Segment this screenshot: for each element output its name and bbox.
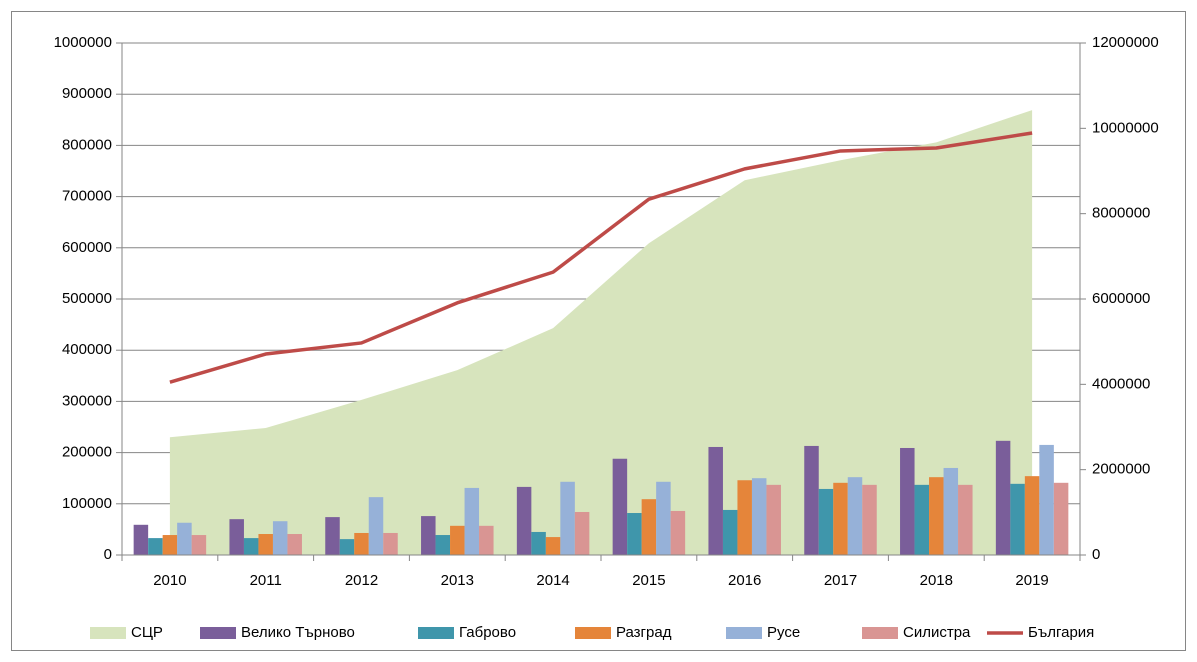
y-tick-label: 0 — [104, 546, 112, 563]
legend-label: Габрово — [459, 624, 516, 641]
y-tick-label: 1000000 — [54, 34, 112, 51]
bar — [929, 477, 944, 555]
bar — [258, 534, 273, 555]
y2-tick-label: 10000000 — [1092, 119, 1159, 136]
bar — [1053, 482, 1069, 555]
bar — [708, 446, 723, 555]
bar — [191, 535, 207, 555]
x-tick-label: 2017 — [824, 572, 857, 589]
bar — [229, 519, 244, 555]
bar — [531, 531, 546, 555]
y-tick-label: 300000 — [62, 392, 112, 409]
legend-label: България — [1028, 624, 1094, 641]
bar — [545, 537, 561, 555]
y-tick-label: 700000 — [62, 188, 112, 205]
bar — [900, 447, 915, 555]
bar — [435, 535, 451, 555]
y2-tick-label: 6000000 — [1092, 290, 1150, 307]
bar — [574, 511, 590, 555]
bar — [450, 525, 465, 555]
x-tick-label: 2014 — [536, 572, 569, 589]
bar — [287, 534, 302, 555]
legend-swatch — [418, 627, 454, 639]
bar — [737, 480, 752, 555]
y-tick-label: 200000 — [62, 444, 112, 461]
bar — [368, 497, 384, 555]
line — [169, 131, 1033, 384]
bar — [479, 525, 494, 555]
bar — [804, 445, 819, 555]
bar — [272, 521, 288, 555]
bar — [670, 510, 686, 555]
legend-swatch — [862, 627, 898, 639]
area — [169, 110, 1033, 556]
bar — [339, 539, 355, 555]
bar — [325, 517, 340, 555]
x-tick-label: 2013 — [441, 572, 474, 589]
legend-label: Разград — [616, 624, 672, 641]
legend-swatch — [200, 627, 236, 639]
x-tick-label: 2019 — [1015, 572, 1048, 589]
bar — [162, 535, 178, 555]
bar — [1024, 476, 1040, 555]
bar — [766, 484, 781, 555]
bar — [641, 499, 657, 555]
y-tick-label: 100000 — [62, 495, 112, 512]
bar — [1010, 483, 1025, 555]
legend-swatch — [90, 627, 126, 639]
bar — [914, 484, 930, 555]
bar — [421, 516, 436, 555]
y-tick-label: 900000 — [62, 85, 112, 102]
bar — [383, 532, 398, 555]
x-tick-label: 2012 — [345, 572, 378, 589]
bar — [177, 522, 192, 555]
bar — [560, 481, 575, 555]
bar — [133, 524, 149, 555]
bar — [833, 482, 848, 555]
bar — [516, 486, 532, 555]
y-tick-label: 500000 — [62, 290, 112, 307]
bar — [627, 513, 642, 555]
y2-tick-label: 0 — [1092, 546, 1100, 563]
x-tick-label: 2016 — [728, 572, 761, 589]
y-tick-label: 400000 — [62, 341, 112, 358]
bar — [656, 481, 671, 555]
y2-tick-label: 8000000 — [1092, 205, 1150, 222]
legend-label: СЦР — [131, 624, 163, 641]
bar — [862, 484, 877, 555]
y-tick-label: 600000 — [62, 239, 112, 256]
y2-tick-label: 2000000 — [1092, 461, 1150, 478]
x-tick-label: 2018 — [920, 572, 953, 589]
x-tick-label: 2010 — [153, 572, 186, 589]
y2-tick-label: 12000000 — [1092, 34, 1159, 51]
bar — [722, 509, 738, 555]
bar — [148, 538, 163, 555]
bar — [354, 532, 369, 555]
bar — [818, 488, 834, 555]
bar — [958, 484, 973, 555]
bar — [995, 440, 1011, 555]
legend-swatch — [726, 627, 762, 639]
legend-label: Силистра — [903, 624, 971, 641]
x-tick-label: 2011 — [250, 572, 282, 589]
bar — [751, 478, 767, 555]
y2-tick-label: 4000000 — [1092, 375, 1150, 392]
x-tick-label: 2015 — [632, 572, 665, 589]
bar — [943, 467, 959, 555]
bar — [612, 458, 628, 555]
bar — [847, 477, 863, 555]
y-tick-label: 800000 — [62, 136, 112, 153]
legend-swatch — [575, 627, 611, 639]
bar — [1039, 444, 1054, 555]
legend-label: Велико Търново — [241, 624, 355, 641]
legend-label: Русе — [767, 624, 800, 641]
bar — [243, 538, 259, 555]
bar — [464, 487, 480, 555]
